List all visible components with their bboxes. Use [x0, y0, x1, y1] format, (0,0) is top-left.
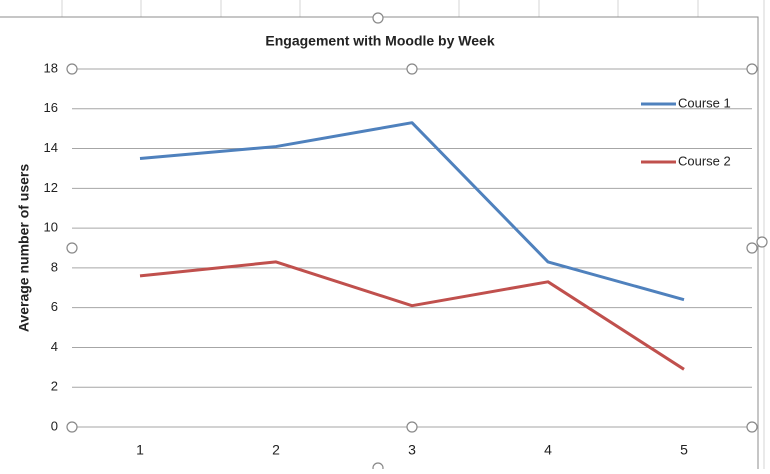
data-line: [139, 260, 685, 371]
spreadsheet-grid: [61, 0, 765, 469]
x-tick-label: 3: [408, 442, 416, 458]
y-tick-label: 12: [44, 180, 58, 195]
x-tick-label: 2: [272, 442, 280, 458]
y-tick-label: 6: [51, 299, 58, 314]
legend-label: Course 2: [678, 153, 731, 168]
y-tick-label: 4: [51, 339, 58, 354]
x-tick-label: 5: [680, 442, 688, 458]
y-tick-label: 2: [51, 379, 58, 394]
y-tick-label: 14: [44, 140, 58, 155]
y-tick-label: 0: [51, 418, 58, 433]
y-tick-label: 10: [44, 220, 58, 235]
selection-handles: [66, 12, 768, 474]
y-tick-label: 8: [51, 259, 58, 274]
chart-frame: [0, 16, 759, 474]
y-tick-label: 16: [44, 100, 58, 115]
data-line: [139, 121, 685, 302]
legend-label: Course 1: [678, 95, 731, 110]
x-tick-label: 4: [544, 442, 552, 458]
x-tick-label: 1: [136, 442, 144, 458]
chart-title: Engagement with Moodle by Week: [265, 33, 494, 49]
y-axis-label: Average number of users: [16, 164, 32, 333]
y-tick-label: 18: [44, 60, 58, 75]
